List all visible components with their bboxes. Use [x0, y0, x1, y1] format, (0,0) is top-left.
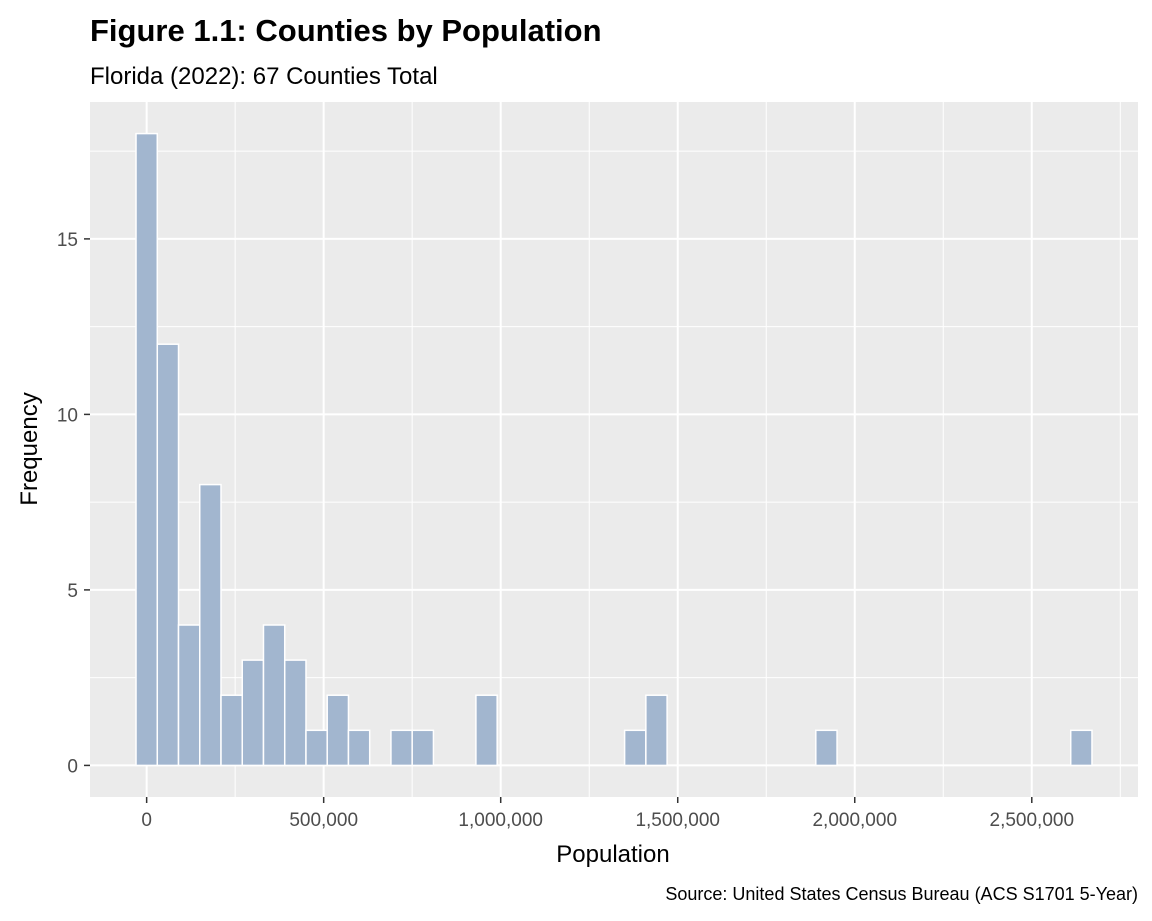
y-axis: 0 5 10 15	[57, 230, 90, 777]
x-tick-label: 2,500,000	[990, 810, 1075, 831]
histogram-bar	[283, 659, 307, 767]
histogram-bar	[815, 729, 838, 767]
histogram-bar	[326, 694, 350, 767]
histogram-bar	[177, 624, 201, 767]
x-tick-label: 2,000,000	[812, 810, 897, 831]
histogram-bar	[475, 694, 498, 767]
histogram-bar	[156, 343, 180, 767]
y-tick-label: 15	[57, 230, 78, 251]
x-tick-label: 1,500,000	[635, 810, 720, 831]
histogram-bar	[135, 132, 159, 767]
histogram-bar	[262, 624, 286, 767]
chart-subtitle: Florida (2022): 67 Counties Total	[90, 63, 438, 90]
y-tick-label: 0	[67, 756, 78, 777]
histogram-bar	[347, 729, 371, 767]
x-axis-title: Population	[556, 841, 669, 868]
x-tick-label: 500,000	[289, 810, 358, 831]
y-axis-title: Frequency	[16, 392, 43, 505]
histogram-bar	[411, 729, 435, 767]
minor-grid	[90, 102, 1138, 797]
x-axis: 0 500,000 1,000,000 1,500,000 2,000,000 2,500…	[141, 797, 1074, 831]
y-tick-label: 10	[57, 405, 78, 426]
histogram-bar	[1069, 729, 1093, 767]
histogram-bar	[220, 694, 243, 767]
y-tick-label: 5	[67, 581, 78, 602]
source-caption: Source: United States Census Bureau (ACS…	[665, 884, 1138, 904]
x-tick-label: 0	[141, 810, 152, 831]
histogram-bar	[645, 694, 668, 767]
histogram-bar	[390, 729, 413, 767]
histogram-bars	[135, 132, 1093, 767]
histogram-bar	[199, 483, 222, 767]
histogram-bar	[305, 729, 328, 767]
chart-title: Figure 1.1: Counties by Population	[90, 13, 602, 48]
histogram-bar	[623, 729, 647, 767]
histogram-bar	[241, 659, 265, 767]
x-tick-label: 1,000,000	[458, 810, 543, 831]
